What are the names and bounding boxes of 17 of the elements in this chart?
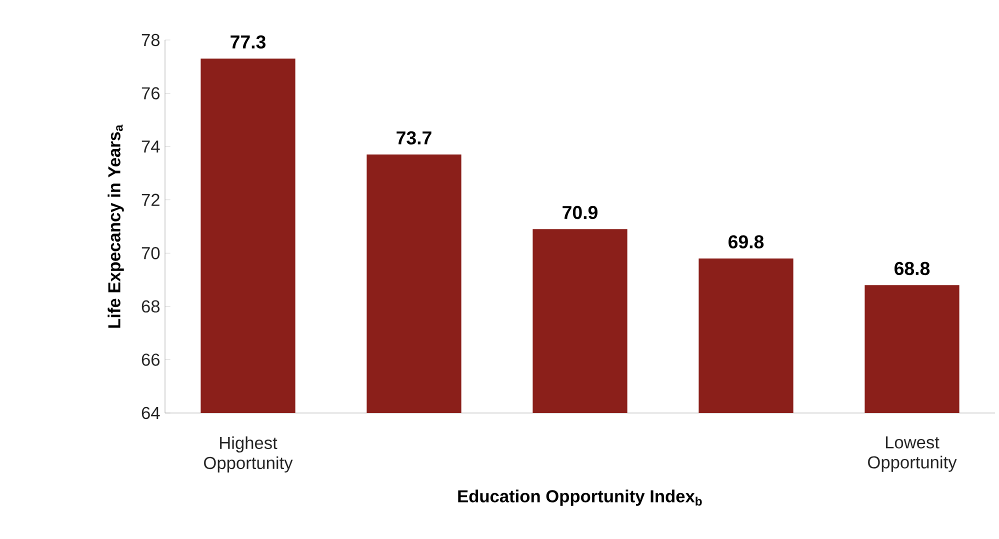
y-axis-title: Life Expecancy in Years$_{a}$: [108, 124, 124, 328]
y-tick-label: 72: [142, 194, 160, 206]
y-tick-label: 76: [142, 87, 160, 100]
y-tick-label: 70: [142, 247, 160, 260]
y-tick-label: 66: [142, 354, 160, 366]
data-label: 73.7: [396, 131, 432, 145]
y-tick-label: 78: [142, 34, 160, 46]
x-axis-title: Education Opportunity Index$_{b}$: [458, 490, 702, 506]
x-tick-label: Highest Opportunity: [204, 436, 293, 473]
data-label: 68.8: [894, 262, 930, 276]
y-tick-label: 74: [142, 140, 160, 153]
x-tick-label: Lowest Opportunity: [868, 436, 957, 472]
data-label: 70.9: [562, 206, 598, 220]
data-label: 77.3: [230, 35, 266, 49]
y-tick-label: 68: [142, 300, 160, 313]
data-label: 69.8: [728, 235, 764, 248]
y-tick-label: 64: [142, 406, 160, 420]
